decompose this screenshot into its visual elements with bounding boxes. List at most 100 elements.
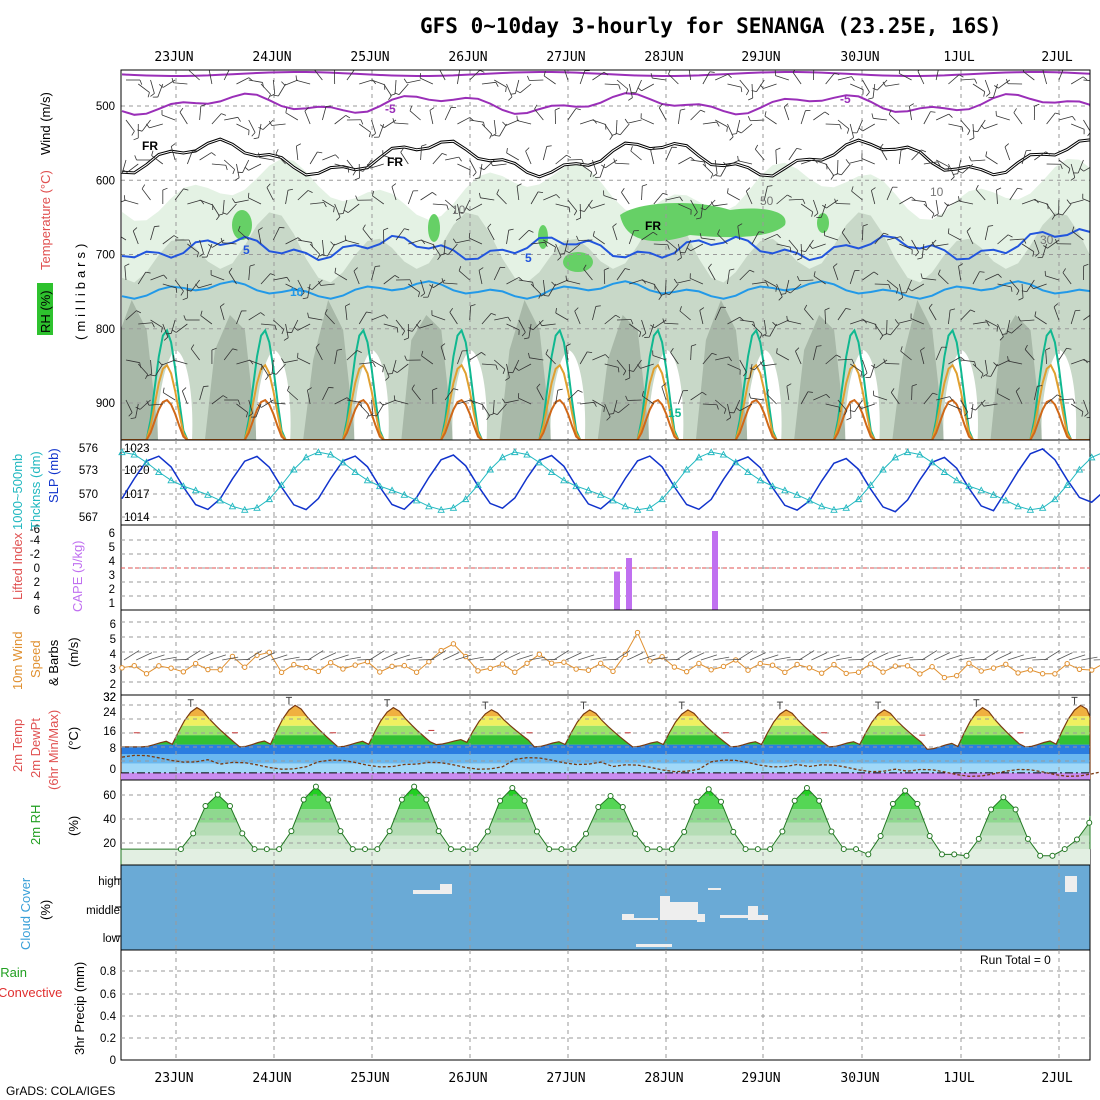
wind-barb-flag bbox=[521, 332, 526, 337]
wind-barb-flag bbox=[894, 319, 899, 324]
wind-barb-flag bbox=[637, 87, 642, 92]
wind-speed-point bbox=[389, 663, 395, 670]
wind-barb bbox=[579, 351, 588, 365]
wind-barb bbox=[481, 363, 496, 366]
wind-barb-flag bbox=[420, 293, 425, 297]
rh-band bbox=[121, 849, 1090, 865]
wind-barb-flag bbox=[800, 250, 806, 252]
wind-barb-flag bbox=[551, 281, 556, 286]
wind-barb-flag bbox=[319, 253, 325, 257]
wind-barb bbox=[935, 346, 942, 361]
wind-barb bbox=[702, 71, 711, 85]
wind-barb-flag bbox=[911, 383, 917, 387]
wind-barb-flag bbox=[789, 247, 792, 253]
wind-barb bbox=[518, 229, 530, 241]
wind-barb bbox=[701, 237, 716, 241]
wind-barb bbox=[479, 163, 483, 178]
thickness-tick-567: 567 bbox=[79, 512, 98, 524]
wind-barb bbox=[628, 83, 633, 98]
wind-speed-point bbox=[487, 665, 493, 672]
wind-barb-flag bbox=[740, 87, 743, 93]
wind-barb bbox=[997, 393, 1010, 401]
wind-barb bbox=[962, 163, 974, 174]
wind-barb bbox=[897, 319, 912, 324]
wind-barb-flag bbox=[583, 264, 587, 270]
temp-tick-32: 32 bbox=[103, 692, 116, 704]
thickness-marker bbox=[707, 448, 715, 456]
rh-point bbox=[325, 796, 332, 803]
wind-barb bbox=[727, 270, 730, 285]
rh-point bbox=[595, 804, 602, 811]
wind-barb-flag bbox=[283, 337, 289, 341]
wind-barb bbox=[664, 322, 679, 325]
wind-barb bbox=[532, 319, 544, 331]
wind-barb bbox=[372, 195, 385, 205]
wind-barb bbox=[395, 319, 405, 332]
wind-barb-flag bbox=[1045, 347, 1051, 351]
wind-barb-flag bbox=[446, 204, 449, 210]
wind-barb-flag bbox=[871, 187, 876, 191]
thickness-marker bbox=[916, 450, 924, 458]
wind-barb-flag bbox=[249, 264, 255, 267]
wind-barb bbox=[139, 399, 151, 410]
p8-label-a: Total / Rain bbox=[0, 965, 27, 980]
wind-barb bbox=[358, 403, 370, 415]
wind-barb-flag bbox=[539, 321, 543, 326]
thickness-marker bbox=[596, 490, 605, 498]
rh-point bbox=[337, 828, 344, 835]
wind-barb bbox=[429, 110, 434, 125]
wind-speed-point bbox=[708, 667, 714, 673]
wind-barb-flag bbox=[391, 183, 397, 187]
wind-speed-point bbox=[524, 660, 530, 666]
wind-speed-point bbox=[782, 669, 788, 676]
wind-barb bbox=[310, 202, 325, 205]
wind-barb bbox=[960, 309, 971, 321]
thickness-marker bbox=[1087, 453, 1096, 461]
wind-barb-flag bbox=[182, 297, 188, 301]
p5-ylabel-unit: (°C) bbox=[66, 727, 81, 750]
wind-barb-flag bbox=[237, 399, 241, 405]
wind-barb bbox=[604, 314, 616, 325]
rh-point bbox=[1024, 835, 1031, 842]
wind-barb-flag bbox=[764, 111, 767, 117]
rh-point bbox=[1037, 852, 1044, 859]
wind-barb-10m bbox=[148, 654, 165, 661]
rh-point bbox=[767, 846, 774, 853]
wind-barbs-upper bbox=[121, 70, 1100, 421]
wind-speed-point bbox=[377, 669, 383, 675]
wind-barb bbox=[273, 319, 284, 330]
wind-barb bbox=[909, 106, 912, 121]
wind-barb-flag bbox=[693, 211, 698, 217]
wind-barb-flag bbox=[133, 137, 139, 141]
wind-barb-flag bbox=[846, 417, 852, 421]
wind-barb-flag bbox=[871, 113, 874, 119]
wind-barb bbox=[506, 277, 520, 285]
wind-barb bbox=[1097, 400, 1100, 408]
wind-barb bbox=[346, 350, 358, 361]
wind-barb-flag bbox=[392, 118, 395, 124]
wind-barb bbox=[948, 74, 960, 85]
wind-barb bbox=[813, 159, 827, 165]
wind-barb-flag bbox=[1001, 333, 1007, 335]
wind-speed-point bbox=[119, 665, 125, 671]
wind-barb-flag bbox=[679, 306, 682, 312]
wind-barb-flag bbox=[330, 241, 335, 246]
wind-barb-flag bbox=[737, 155, 739, 161]
thickness-marker bbox=[339, 458, 347, 466]
wind-barb bbox=[1013, 112, 1023, 125]
wind-barb bbox=[1020, 319, 1035, 322]
wind-barb-flag bbox=[1079, 167, 1084, 172]
wind-barb-flag bbox=[1022, 70, 1025, 72]
wind-barb-flag bbox=[557, 256, 562, 261]
wind-barb-flag bbox=[1094, 128, 1099, 130]
thickness-marker bbox=[363, 476, 372, 484]
wind-barb bbox=[383, 275, 396, 285]
wind-barb bbox=[633, 359, 642, 372]
wind-barb-flag bbox=[849, 137, 854, 141]
wind-barb bbox=[592, 354, 606, 361]
wind-barb-flag bbox=[947, 166, 949, 172]
wind-barb-flag bbox=[748, 97, 753, 101]
wind-barb-flag bbox=[495, 364, 498, 370]
wind-barb bbox=[776, 243, 791, 248]
wind-barb-10m bbox=[393, 654, 411, 661]
